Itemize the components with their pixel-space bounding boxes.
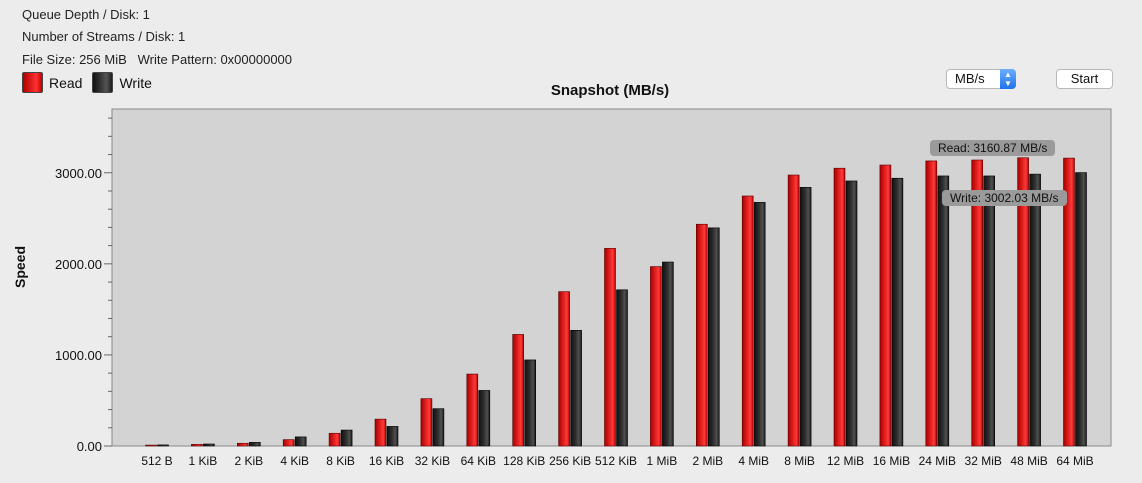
bar-write [753, 202, 766, 447]
x-tick-label: 48 MiB [1010, 454, 1047, 468]
bar-write [294, 436, 307, 447]
file-size-text: File Size: 256 MiB Write Pattern: 0x0000… [22, 52, 293, 67]
chart-title: Snapshot (MB/s) [550, 82, 670, 99]
x-tick-label: 24 MiB [919, 454, 956, 468]
start-button[interactable]: Start [1056, 69, 1113, 89]
y-tick-label: 1000.00 [55, 348, 102, 363]
x-tick-label: 2 MiB [692, 454, 723, 468]
bar-read [650, 266, 662, 447]
bar-write [845, 180, 858, 447]
y-tick-label: 2000.00 [55, 257, 102, 272]
streams-text: Number of Streams / Disk: 1 [22, 29, 186, 44]
read-value-tooltip: Read: 3160.87 MB/s [930, 140, 1056, 156]
x-tick-label: 8 MiB [784, 454, 815, 468]
bar-write [249, 442, 261, 447]
x-tick-label: 12 MiB [827, 454, 864, 468]
x-tick-label: 2 KiB [234, 454, 263, 468]
x-tick-label: 32 MiB [965, 454, 1002, 468]
bar-write [937, 175, 950, 447]
bar-read [604, 248, 616, 447]
x-tick-label: 16 KiB [369, 454, 404, 468]
bar-write [157, 444, 169, 447]
bar-read [1017, 157, 1029, 447]
y-axis-label: Speed [12, 246, 28, 288]
bar-write [1029, 173, 1041, 447]
bar-read [191, 444, 203, 447]
bar-read [741, 195, 754, 447]
bar-read [787, 174, 800, 447]
bar-read [971, 159, 984, 447]
bar-read [879, 164, 892, 447]
bar-read [420, 398, 433, 447]
x-axis: 512 B 1 KiB 2 KiB 4 KiB 8 KiB 16 KiB 32 KiB 64 … [141, 454, 1093, 468]
bar-read [374, 418, 387, 447]
y-tick-label: 3000.00 [55, 166, 102, 181]
x-tick-label: 64 KiB [461, 454, 496, 468]
bar-write [983, 175, 996, 447]
bar-write [799, 187, 812, 447]
x-tick-label: 4 KiB [280, 454, 309, 468]
bar-read [558, 291, 570, 447]
x-tick-label: 1 MiB [647, 454, 678, 468]
bar-read [925, 160, 938, 447]
bar-write [524, 359, 537, 447]
legend-item-read: Read [22, 72, 82, 93]
x-tick-label: 512 B [141, 454, 172, 468]
legend-read-label: Read [49, 74, 83, 91]
bar-read [1063, 157, 1075, 447]
bar-write [891, 177, 904, 447]
x-tick-label: 16 MiB [873, 454, 910, 468]
bars-group [145, 157, 1087, 447]
bar-write [386, 426, 399, 447]
x-tick-label: 4 MiB [738, 454, 769, 468]
bar-read [512, 334, 525, 447]
bar-read [282, 439, 295, 447]
x-tick-label: 1 KiB [189, 454, 218, 468]
bar-read [466, 373, 479, 447]
bar-read [237, 442, 249, 447]
y-tick-label: 0.00 [77, 439, 102, 454]
legend-write-label: Write [119, 74, 152, 91]
unit-select[interactable]: MB/s ▲ ▼ [946, 69, 1016, 89]
bar-write [1075, 172, 1087, 447]
legend-item-write: Write [92, 72, 152, 93]
x-tick-label: 8 KiB [326, 454, 355, 468]
write-swatch [92, 72, 114, 93]
bar-write [203, 443, 215, 447]
chevron-updown-icon[interactable]: ▲ ▼ [1000, 69, 1016, 89]
chart-legend: Read Write [22, 72, 162, 93]
unit-select-value: MB/s [955, 71, 985, 86]
bar-write [616, 289, 628, 447]
x-tick-label: 256 KiB [549, 454, 591, 468]
bar-write [662, 261, 674, 447]
read-swatch [22, 72, 43, 93]
bar-write [570, 330, 582, 447]
bar-write [432, 408, 445, 447]
bar-write [340, 429, 353, 447]
bar-read [328, 432, 341, 447]
bar-read [833, 167, 846, 447]
x-tick-label: 128 KiB [503, 454, 545, 468]
bar-write [707, 227, 720, 447]
write-value-tooltip: Write: 3002.03 MB/s [942, 190, 1067, 206]
x-tick-label: 64 MiB [1056, 454, 1093, 468]
y-axis: 0.00 1000.00 2000.00 3000.00 [55, 117, 112, 454]
x-tick-label: 32 KiB [415, 454, 450, 468]
queue-depth-text: Queue Depth / Disk: 1 [22, 7, 150, 22]
bar-read [695, 223, 708, 447]
bar-write [478, 390, 491, 447]
bar-read [145, 444, 157, 447]
x-tick-label: 512 KiB [595, 454, 637, 468]
